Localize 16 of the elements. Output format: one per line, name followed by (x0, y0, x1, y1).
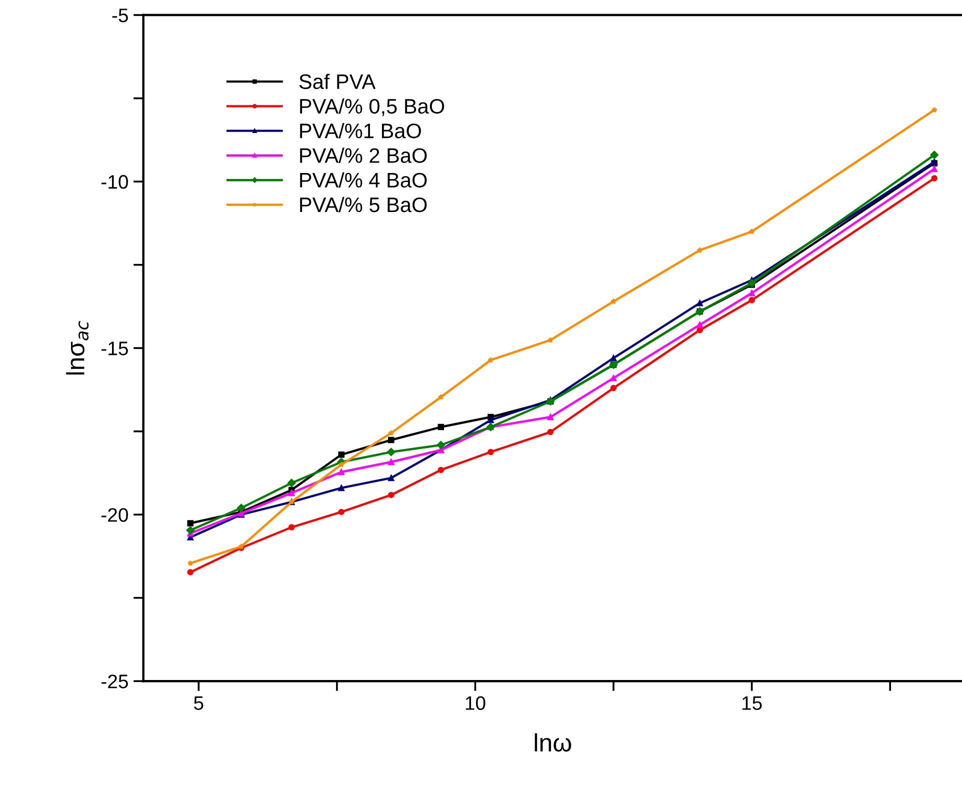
x-axis-title: lnω (534, 733, 572, 752)
x-tick-label: 5 (194, 696, 204, 710)
y-tick-label: -25 (102, 674, 128, 688)
legend-label: PVA/% 4 BaO (300, 172, 427, 188)
legend-label: PVA/%1 BaO (300, 123, 421, 138)
x-tick-label: 15 (742, 696, 762, 710)
y-tick-label: -10 (102, 175, 128, 189)
y-tick-label: -15 (102, 342, 128, 356)
legend-label: Saf PVA (299, 74, 376, 90)
x-tick-label: 10 (466, 696, 486, 710)
legend-label: PVA/% 2 BaO (300, 148, 427, 163)
y-tick-label: -5 (112, 8, 128, 22)
y-axis-title: lnσ$_{ac}$ (66, 320, 89, 375)
y-tick-label: -20 (102, 508, 128, 522)
legend-label: PVA/% 0,5 BaO (300, 98, 444, 116)
legend-label: PVA/% 5 BaO (300, 196, 427, 212)
